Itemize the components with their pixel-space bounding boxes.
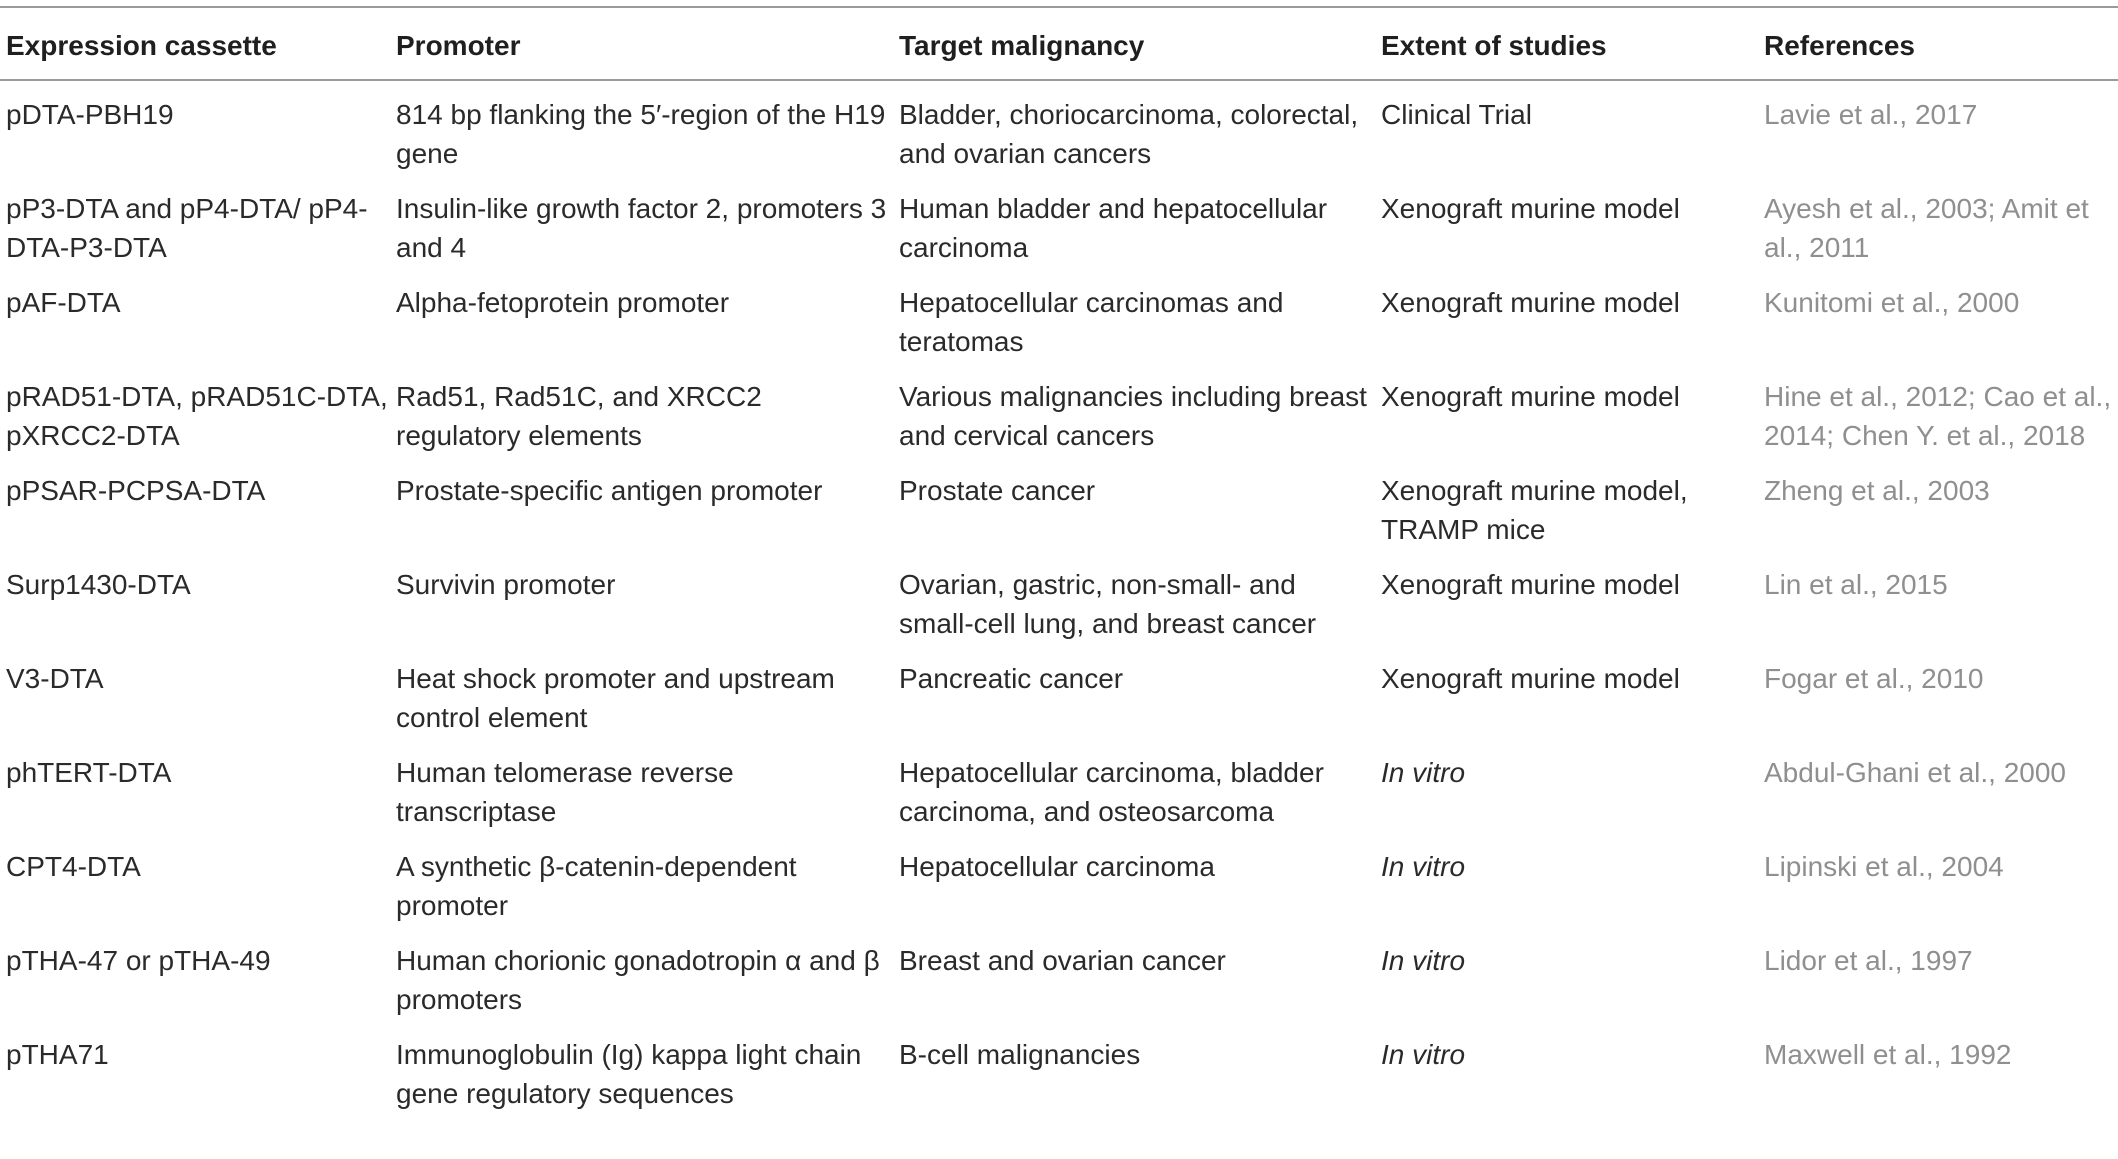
cell-promoter: Human chorionic gonadotropin α and β pro… bbox=[396, 945, 880, 1015]
cell-target-malignancy: Pancreatic cancer bbox=[899, 663, 1124, 694]
cell-promoter: A synthetic β-catenin-dependent promoter bbox=[396, 851, 797, 921]
cell-references[interactable]: Lidor et al., 1997 bbox=[1764, 945, 1973, 976]
cell-target-malignancy: Various malignancies including breast an… bbox=[899, 381, 1367, 451]
table-header: Expression cassette Promoter Target mali… bbox=[0, 7, 2118, 80]
cell-promoter: Survivin promoter bbox=[396, 569, 616, 600]
cell-expression-cassette: V3-DTA bbox=[6, 663, 104, 694]
cell-references[interactable]: Maxwell et al., 1992 bbox=[1764, 1039, 2012, 1070]
cell-expression-cassette: pTHA-47 or pTHA-49 bbox=[6, 945, 271, 976]
cell-promoter: Human telomerase reverse transcriptase bbox=[396, 757, 734, 827]
cell-expression-cassette: CPT4-DTA bbox=[6, 851, 141, 882]
cell-references[interactable]: Fogar et al., 2010 bbox=[1764, 663, 1984, 694]
cell-references[interactable]: Lipinski et al., 2004 bbox=[1764, 851, 2004, 882]
table-body: pDTA-PBH19 814 bp flanking the 5′-region … bbox=[0, 80, 2118, 1119]
cell-extent-of-studies: Xenograft murine model bbox=[1381, 663, 1680, 694]
table-row: Surp1430-DTA Survivin promoter Ovarian, ga… bbox=[0, 555, 2118, 649]
cell-target-malignancy: Bladder, choriocarcinoma, colorectal, an… bbox=[899, 99, 1359, 169]
cell-extent-of-studies: Xenograft murine model bbox=[1381, 193, 1680, 224]
header-references: References bbox=[1764, 30, 1915, 61]
cell-promoter: Immunoglobulin (Ig) kappa light chain ge… bbox=[396, 1039, 862, 1109]
header-expression-cassette: Expression cassette bbox=[6, 30, 277, 61]
header-row: Expression cassette Promoter Target mali… bbox=[0, 7, 2118, 80]
cell-target-malignancy: Hepatocellular carcinomas and teratomas bbox=[899, 287, 1284, 357]
cell-target-malignancy: Hepatocellular carcinoma bbox=[899, 851, 1215, 882]
cell-extent-of-studies: Clinical Trial bbox=[1381, 99, 1532, 130]
cell-references[interactable]: Lavie et al., 2017 bbox=[1764, 99, 1978, 130]
cell-expression-cassette: pPSAR-PCPSA-DTA bbox=[6, 475, 266, 506]
cell-extent-of-studies: In vitro bbox=[1381, 945, 1466, 976]
cell-target-malignancy: B-cell malignancies bbox=[899, 1039, 1141, 1070]
cell-extent-of-studies: Xenograft murine model bbox=[1381, 287, 1680, 318]
cell-promoter: Alpha-fetoprotein promoter bbox=[396, 287, 730, 318]
table-row: pAF-DTA Alpha-fetoprotein promoter Hepatoc… bbox=[0, 273, 2118, 367]
cell-expression-cassette: pDTA-PBH19 bbox=[6, 99, 174, 130]
table-row: phTERT-DTA Human telomerase reverse trans… bbox=[0, 743, 2118, 837]
cell-expression-cassette: pRAD51-DTA, pRAD51C-DTA, pXRCC2-DTA bbox=[6, 381, 388, 451]
cell-target-malignancy: Hepatocellular carcinoma, bladder carcin… bbox=[899, 757, 1324, 827]
cell-target-malignancy: Breast and ovarian cancer bbox=[899, 945, 1226, 976]
cell-promoter: Prostate-specific antigen promoter bbox=[396, 475, 823, 506]
table-row: V3-DTA Heat shock promoter and upstream c… bbox=[0, 649, 2118, 743]
cell-extent-of-studies: Xenograft murine model, TRAMP mice bbox=[1381, 475, 1688, 545]
cell-extent-of-studies: In vitro bbox=[1381, 851, 1466, 882]
cell-references[interactable]: Hine et al., 2012; Cao et al., 2014; Che… bbox=[1764, 381, 2112, 451]
header-extent-of-studies: Extent of studies bbox=[1381, 30, 1607, 61]
cell-expression-cassette: phTERT-DTA bbox=[6, 757, 172, 788]
cell-references[interactable]: Ayesh et al., 2003; Amit et al., 2011 bbox=[1764, 193, 2089, 263]
table-row: pDTA-PBH19 814 bp flanking the 5′-region … bbox=[0, 80, 2118, 179]
cell-expression-cassette: pTHA71 bbox=[6, 1039, 109, 1070]
table-row: pTHA71 Immunoglobulin (Ig) kappa light ch… bbox=[0, 1025, 2118, 1119]
cell-promoter: Insulin-like growth factor 2, promoters … bbox=[396, 193, 887, 263]
cell-expression-cassette: pP3-DTA and pP4-DTA/ pP4-DTA-P3-DTA bbox=[6, 193, 368, 263]
cell-references[interactable]: Kunitomi et al., 2000 bbox=[1764, 287, 2020, 318]
cell-target-malignancy: Human bladder and hepatocellular carcino… bbox=[899, 193, 1328, 263]
cell-promoter: 814 bp flanking the 5′-region of the H19… bbox=[396, 99, 886, 169]
cell-target-malignancy: Ovarian, gastric, non-small- and small-c… bbox=[899, 569, 1317, 639]
cell-expression-cassette: Surp1430-DTA bbox=[6, 569, 191, 600]
header-target-malignancy: Target malignancy bbox=[899, 30, 1145, 61]
table-row: pPSAR-PCPSA-DTA Prostate-specific antigen… bbox=[0, 461, 2118, 555]
cell-target-malignancy: Prostate cancer bbox=[899, 475, 1096, 506]
cell-extent-of-studies: In vitro bbox=[1381, 757, 1466, 788]
table-row: pTHA-47 or pTHA-49 Human chorionic gonado… bbox=[0, 931, 2118, 1025]
cell-expression-cassette: pAF-DTA bbox=[6, 287, 121, 318]
cell-extent-of-studies: Xenograft murine model bbox=[1381, 381, 1680, 412]
dta-expression-cassette-table: Expression cassette Promoter Target mali… bbox=[0, 6, 2118, 1119]
cell-references[interactable]: Zheng et al., 2003 bbox=[1764, 475, 1990, 506]
cell-references[interactable]: Abdul-Ghani et al., 2000 bbox=[1764, 757, 2066, 788]
table-row: pP3-DTA and pP4-DTA/ pP4-DTA-P3-DTA Insul… bbox=[0, 179, 2118, 273]
table-row: pRAD51-DTA, pRAD51C-DTA, pXRCC2-DTA Rad51… bbox=[0, 367, 2118, 461]
cell-extent-of-studies: In vitro bbox=[1381, 1039, 1466, 1070]
cell-references[interactable]: Lin et al., 2015 bbox=[1764, 569, 1948, 600]
header-promoter: Promoter bbox=[396, 30, 521, 61]
cell-promoter: Heat shock promoter and upstream control… bbox=[396, 663, 835, 733]
table-row: CPT4-DTA A synthetic β-catenin-dependent … bbox=[0, 837, 2118, 931]
cell-extent-of-studies: Xenograft murine model bbox=[1381, 569, 1680, 600]
cell-promoter: Rad51, Rad51C, and XRCC2 regulatory elem… bbox=[396, 381, 762, 451]
